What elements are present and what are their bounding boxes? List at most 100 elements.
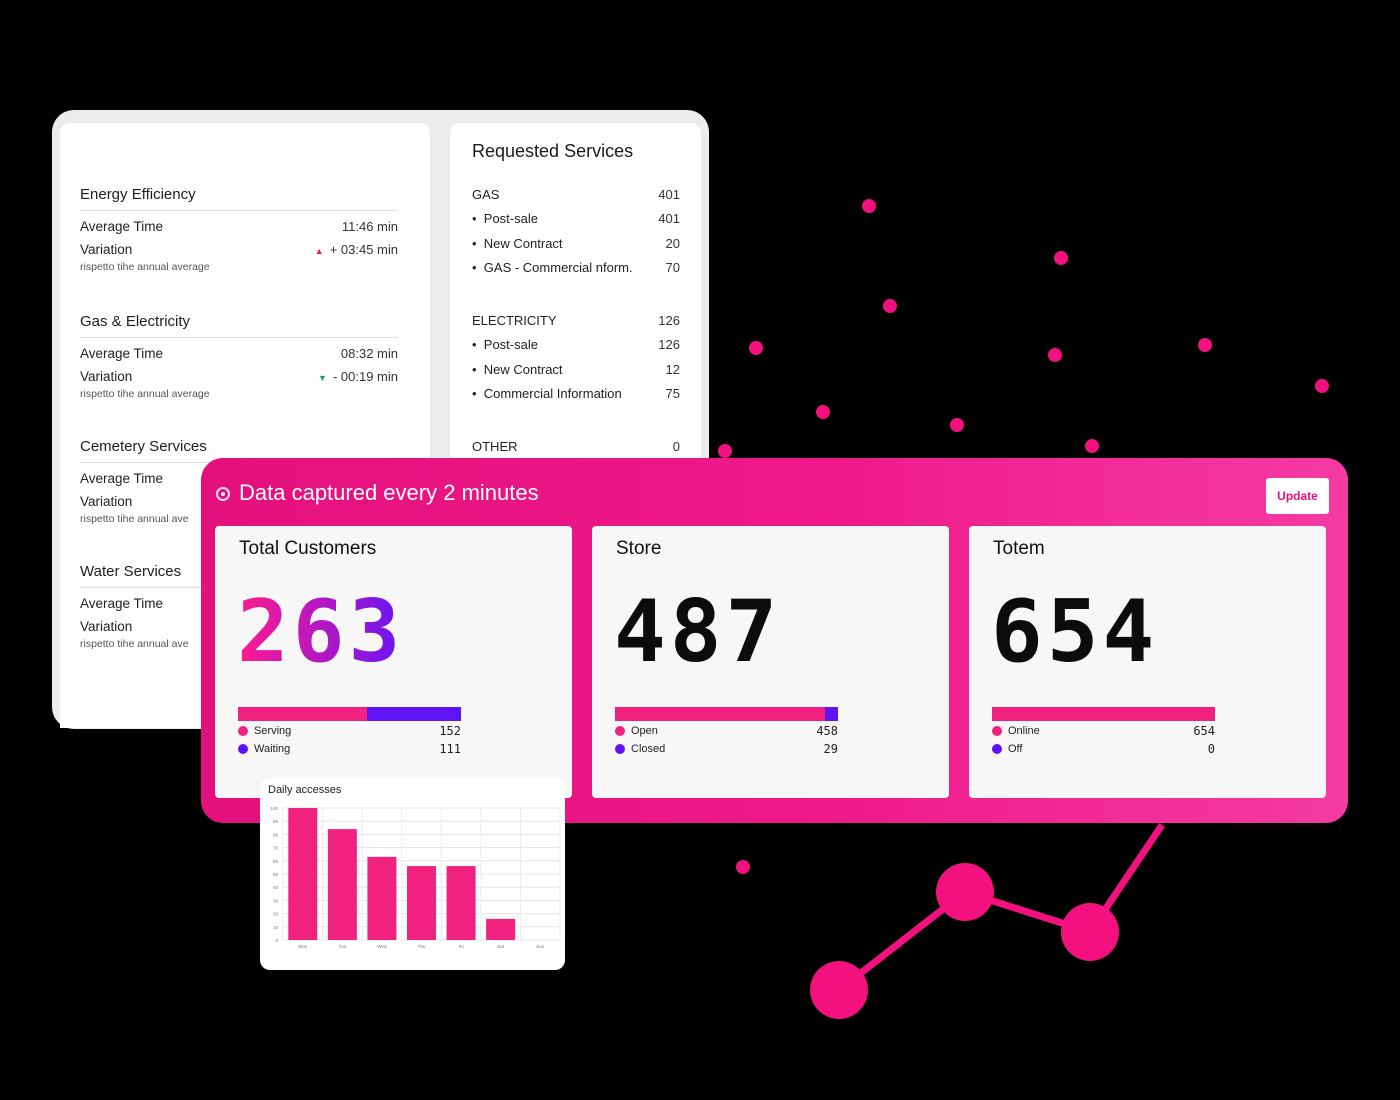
x-tick-label: Fri [458,944,463,949]
legend-row: Serving 152 [238,724,461,738]
average-time-label: Average Time [80,471,164,486]
legend-value: 111 [439,742,461,756]
service-item: • GAS - Commercial nform. 70 [472,256,680,281]
legend-dot-icon [615,726,625,736]
bar-segment-serving [238,707,367,721]
legend-row: Online 654 [992,724,1215,738]
x-tick-label: Mon [298,944,307,949]
bar [446,866,476,940]
variation-subtext: rispetto tihe annual ave [80,638,189,650]
service-item-value: 20 [665,235,680,251]
service-item: • Post-sale 401 [472,207,680,232]
variation-label: Variation [80,619,133,634]
totem-value: 654 [991,582,1159,682]
legend-row: Closed 29 [615,742,838,756]
service-item: • New Contract 20 [472,231,680,256]
legend-dot-icon [992,726,1002,736]
requested-services-title: Requested Services [472,141,634,161]
deco-dot [1198,338,1212,352]
service-item-label-wrap: • Commercial Information [472,386,622,402]
variation-label: Variation [80,242,133,257]
legend-label: Off [1008,743,1023,755]
group-value: 0 [672,438,680,454]
deco-dot [816,405,830,419]
service-item-label-wrap: • GAS - Commercial nform. [472,260,633,276]
gas-electricity-section: Gas & Electricity Average Time 08:32 min… [80,313,398,400]
bar [288,808,318,940]
gas-header-row: GAS 401 [472,182,680,207]
legend-row: Waiting 111 [238,742,461,756]
trend-up-icon: ▲ [314,246,324,256]
service-item-label: New Contract [483,235,563,251]
section-title: Gas & Electricity [80,313,398,338]
bar-segment-closed [824,707,838,721]
legend-dot-icon [615,744,625,754]
legend-row: Open 458 [615,724,838,738]
service-item-label-wrap: • New Contract [472,235,563,251]
average-time-row: Average Time 08:32 min [80,346,398,361]
bar [327,829,357,940]
card-title: Store [616,538,662,559]
daily-accesses-chart: 0 10 20 30 40 50 60 70 80 90 100 Mon Tue Wed Thu Fri Sat… [270,806,561,949]
y-tick-label: 10 [273,925,279,930]
group-value: 401 [658,186,680,202]
y-tick-label: 70 [273,846,279,851]
legend-label-wrap: Off [992,743,1022,755]
bar [486,918,516,940]
variation-value-wrap: ▼ - 00:19 min [318,369,398,384]
legend-label: Open [631,725,658,737]
deco-node [1061,903,1119,961]
group-label: ELECTRICITY [472,312,557,328]
bar-segment-waiting [366,707,461,721]
service-item-label-wrap: • Post-sale [472,337,538,353]
y-tick-label: 90 [273,819,279,824]
store-card: Store 487 Open 458 Closed 29 [592,526,949,798]
y-tick-label: 0 [275,938,278,943]
service-item-label: GAS - Commercial nform. [483,260,633,276]
requested-services-card: Requested Services GAS 401 • Post-sale 4… [450,123,701,463]
legend-row: Off 0 [992,742,1215,756]
service-item-value: 75 [665,386,680,402]
service-item-value: 70 [665,260,680,276]
other-header-row: OTHER 0 [472,434,680,459]
electricity-header-row: ELECTRICITY 126 [472,308,680,333]
bar-segment-open [615,707,825,721]
service-item: • Commercial Information 75 [472,382,680,407]
energy-efficiency-section: Energy Efficiency Average Time 11:46 min… [80,186,398,273]
total-customers-card: Total Customers 263 Serving 152 Waiting … [215,526,572,798]
legend-dot-icon [238,726,248,736]
split-bar [992,707,1215,721]
daily-accesses-card: 0 10 20 30 40 50 60 70 80 90 100 Mon Tue Wed Thu Fri Sat… [260,778,565,970]
total-customers-value: 263 [237,582,405,682]
bar-segment-online [992,707,1215,721]
legend-value: 0 [1207,742,1215,756]
y-tick-label: 50 [273,872,279,877]
split-bar [615,707,838,721]
legend-value: 458 [816,724,838,738]
deco-dot [736,860,750,874]
update-button[interactable]: Update [1266,478,1329,514]
bar [367,856,397,940]
variation-row: Variation [80,619,398,634]
service-item-label: New Contract [483,361,563,377]
legend-value: 29 [823,742,838,756]
average-time-row: Average Time [80,471,398,486]
totem-card: Totem 654 Online 654 Off 0 [969,526,1326,798]
x-tick-label: Tue [339,944,347,949]
deco-node [810,961,868,1019]
legend-value: 654 [1193,724,1215,738]
variation-row: Variation ▼ - 00:19 min [80,369,398,384]
average-time-row: Average Time 11:46 min [80,219,398,234]
deco-dot [950,418,964,432]
legend-dot-icon [238,744,248,754]
chart-title: Daily accesses [268,784,342,796]
service-item: • New Contract 12 [472,357,680,382]
legend-label-wrap: Online [992,725,1040,737]
deco-dot [749,341,763,355]
deco-dot [862,199,876,213]
variation-value: - 00:19 min [332,369,398,384]
split-bar [238,707,461,721]
x-tick-label: Sat [497,944,505,949]
